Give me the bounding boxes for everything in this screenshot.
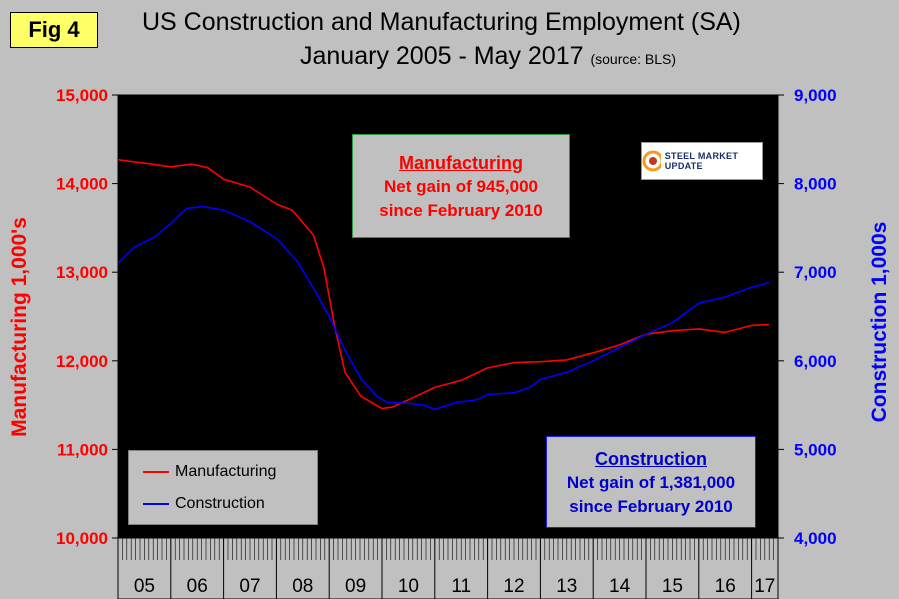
y-right-tick-label: 9,000 xyxy=(794,86,837,105)
legend-label-construction: Construction xyxy=(175,495,265,512)
construction-annotation-heading: Construction xyxy=(595,449,707,469)
legend-item-construction: Construction xyxy=(143,495,265,513)
chart-source: (source: BLS) xyxy=(590,51,677,67)
legend-label-manufacturing: Manufacturing xyxy=(175,463,277,480)
x-tick-label: 08 xyxy=(292,576,313,597)
construction-annotation-line1: Net gain of 1,381,000 xyxy=(566,473,736,492)
y-left-tick-label: 15,000 xyxy=(56,86,108,105)
y-right-tick-label: 5,000 xyxy=(794,440,837,459)
steel-market-update-logo: STEEL MARKET UPDATE xyxy=(641,142,763,180)
x-tick-label: 13 xyxy=(556,576,577,597)
y-right-tick-label: 6,000 xyxy=(794,352,837,371)
x-tick-label: 10 xyxy=(398,576,419,597)
manufacturing-annotation-heading: Manufacturing xyxy=(399,153,523,173)
x-tick-label: 14 xyxy=(609,576,631,597)
y-right-tick-label: 8,000 xyxy=(794,175,837,194)
chart-subtitle: January 2005 - May 2017 (source: BLS) xyxy=(300,42,676,71)
x-tick-label: 07 xyxy=(239,576,260,597)
manufacturing-annotation-line2: since February 2010 xyxy=(379,201,543,220)
x-tick-label: 16 xyxy=(715,576,736,597)
x-tick-label: 15 xyxy=(662,576,683,597)
y-left-tick-label: 13,000 xyxy=(56,263,108,282)
chart-title: US Construction and Manufacturing Employ… xyxy=(142,8,741,36)
y-left-tick-label: 14,000 xyxy=(56,175,108,194)
x-tick-label: 09 xyxy=(345,576,366,597)
x-tick-label: 06 xyxy=(187,576,208,597)
logo-text: STEEL MARKET UPDATE xyxy=(664,151,739,171)
y-right-tick-label: 4,000 xyxy=(794,529,837,548)
y-left-tick-label: 11,000 xyxy=(57,440,108,459)
construction-annotation: Construction Net gain of 1,381,000 since… xyxy=(546,436,756,528)
y-axis-right-label: Construction 1,000s xyxy=(868,221,891,423)
x-tick-label: 05 xyxy=(134,576,155,597)
construction-annotation-line2: since February 2010 xyxy=(569,497,733,516)
chart-date-range: January 2005 - May 2017 xyxy=(300,42,584,70)
x-tick-label: 12 xyxy=(503,576,524,597)
legend-item-manufacturing: Manufacturing xyxy=(143,463,276,481)
x-tick-label: 11 xyxy=(451,576,471,597)
legend-swatch-construction xyxy=(143,503,169,505)
y-left-tick-label: 12,000 xyxy=(56,352,108,371)
y-right-tick-label: 7,000 xyxy=(794,263,837,282)
y-left-tick-label: 10,000 xyxy=(56,529,108,548)
manufacturing-annotation-line1: Net gain of 945,000 xyxy=(383,177,538,196)
y-axis-left-label: Manufacturing 1,000's xyxy=(8,217,31,437)
chart-legend: Manufacturing Construction xyxy=(128,450,318,525)
manufacturing-annotation: Manufacturing Net gain of 945,000 since … xyxy=(352,134,570,238)
plot-border xyxy=(117,94,779,539)
x-tick-label: 17 xyxy=(754,576,775,597)
series-line-construction xyxy=(117,205,770,411)
logo-swoosh-icon xyxy=(642,150,661,172)
legend-swatch-manufacturing xyxy=(143,471,169,473)
figure-label: Fig 4 xyxy=(10,12,98,48)
